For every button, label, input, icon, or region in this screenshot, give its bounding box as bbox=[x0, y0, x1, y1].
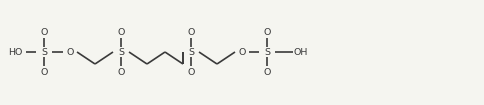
Text: O: O bbox=[263, 28, 271, 37]
Text: S: S bbox=[264, 47, 270, 56]
Text: HO: HO bbox=[8, 47, 22, 56]
Text: O: O bbox=[66, 47, 74, 56]
Text: O: O bbox=[263, 68, 271, 77]
Text: O: O bbox=[187, 68, 195, 77]
Text: O: O bbox=[117, 28, 125, 37]
Text: S: S bbox=[41, 47, 47, 56]
Text: O: O bbox=[40, 68, 48, 77]
Text: S: S bbox=[188, 47, 194, 56]
Text: O: O bbox=[187, 28, 195, 37]
Text: S: S bbox=[118, 47, 124, 56]
Text: O: O bbox=[40, 28, 48, 37]
Text: O: O bbox=[238, 47, 246, 56]
Text: OH: OH bbox=[293, 47, 307, 56]
Text: O: O bbox=[117, 68, 125, 77]
